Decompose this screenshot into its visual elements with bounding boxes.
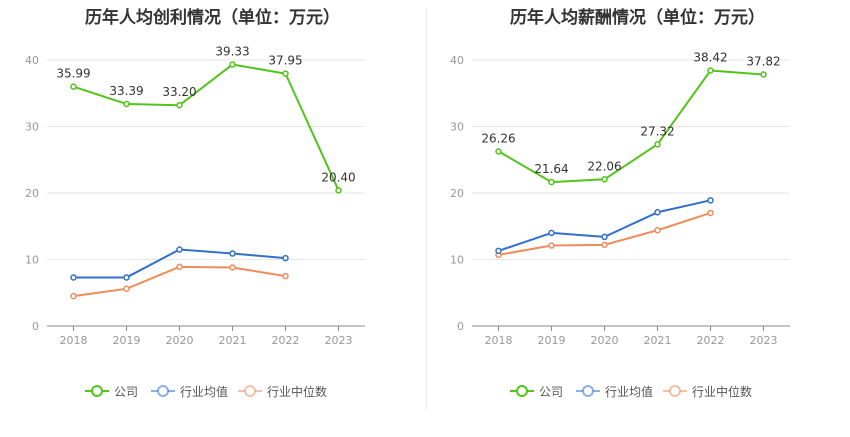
legend-line-circle-icon [576,385,600,397]
x-tick-label: 2020 [166,334,194,347]
series-line-industry-avg [73,248,286,279]
data-label: 27.32 [640,124,674,138]
x-tick-label: 2021 [644,334,672,347]
chart-legend: 公司 行业均值 行业中位数 [425,381,850,401]
chart-title: 历年人均创利情况（单位：万元） [85,8,340,28]
data-label: 35.99 [56,67,90,81]
legend-item-industry-median[interactable]: 行业中位数 [663,381,752,401]
data-point-industry-avg[interactable] [176,246,183,253]
legend-label: 行业中位数 [267,384,328,399]
legend-label: 行业中位数 [692,384,753,399]
x-tick-label: 2019 [113,334,141,347]
profit-per-capita-panel: 历年人均创利情况（单位：万元） 0 10 20 30 40 2018 2019 2020 202… [0,8,425,401]
data-point-industry-avg[interactable] [707,197,714,204]
data-point-company[interactable] [760,71,767,78]
legend-item-company[interactable]: 公司 [510,381,563,401]
y-tick-label: 10 [450,254,464,267]
data-point-industry-median[interactable] [176,263,183,271]
chart-title: 历年人均薪酬情况（单位：万元） [510,8,765,28]
salary-chart-plot: 0 10 20 30 40 2018 2019 2020 2021 2022 2023 26.26 21… [450,51,790,347]
legend-line-circle-icon [510,385,534,397]
data-point-company[interactable] [707,67,714,74]
profit-chart-plot: 0 10 20 30 40 2018 2019 2020 2021 2022 2023 35.99 33… [25,44,365,347]
data-label: 20.40 [321,170,355,184]
legend-line-circle-icon [663,385,687,397]
data-label: 39.33 [215,44,249,58]
legend-line-circle-icon [85,385,109,397]
data-label: 26.26 [481,131,515,145]
legend-label: 行业均值 [180,384,229,399]
data-point-industry-avg[interactable] [548,229,555,237]
data-label: 33.20 [162,85,196,99]
y-tick-label: 30 [450,121,464,134]
chart-legend: 公司 行业均值 行业中位数 [0,381,425,401]
data-point-industry-avg[interactable] [495,247,502,255]
legend-line-circle-icon [238,385,262,397]
data-point-company[interactable] [335,187,342,194]
data-point-company[interactable] [601,176,608,183]
x-tick-label: 2020 [591,334,619,347]
data-point-industry-avg[interactable] [123,274,130,281]
data-point-industry-avg[interactable] [70,274,77,281]
x-tick-label: 2022 [272,334,300,347]
series-line-company [73,63,340,191]
y-tick-label: 40 [450,54,464,67]
x-tick-label: 2021 [219,334,247,347]
salary-per-capita-panel: 历年人均薪酬情况（单位：万元） 0 10 20 30 40 2018 2019 2020 202… [425,0,850,437]
data-point-industry-median[interactable] [123,285,130,293]
data-point-industry-median[interactable] [282,272,289,280]
data-point-company[interactable] [176,101,183,109]
series-line-industry-median [73,265,286,298]
data-point-company[interactable] [654,141,661,148]
x-tick-label: 2019 [538,334,566,347]
data-point-industry-median[interactable] [654,226,661,234]
data-point-industry-median[interactable] [70,292,77,300]
legend-item-industry-avg[interactable]: 行业均值 [151,381,228,401]
data-point-industry-avg[interactable] [601,233,608,241]
data-point-company[interactable] [70,83,77,90]
x-tick-label: 2022 [697,334,725,347]
y-tick-label: 0 [457,320,464,333]
y-tick-label: 10 [25,254,39,267]
series-line-company [497,69,764,184]
legend-label: 公司 [114,384,139,399]
data-label: 38.42 [693,51,727,65]
legend-line-circle-icon [151,385,175,397]
legend-label: 行业均值 [605,384,654,399]
panel-divider [426,10,427,410]
data-point-industry-median[interactable] [601,241,608,249]
data-point-industry-avg[interactable] [654,209,661,216]
data-point-industry-avg[interactable] [229,250,236,257]
y-tick-label: 20 [450,187,464,200]
data-point-company[interactable] [123,100,130,108]
x-tick-label: 2023 [325,334,353,347]
data-point-company[interactable] [229,61,236,68]
data-point-industry-avg[interactable] [282,254,289,262]
legend-item-industry-median[interactable]: 行业中位数 [238,381,327,401]
data-point-company[interactable] [548,178,555,186]
x-tick-label: 2018 [60,334,88,347]
data-point-industry-median[interactable] [707,209,714,217]
legend-label: 公司 [539,384,564,399]
data-label: 37.82 [746,54,780,68]
y-tick-label: 20 [25,187,39,200]
x-tick-label: 2018 [485,334,513,347]
legend-item-company[interactable]: 公司 [85,381,138,401]
y-tick-label: 0 [32,320,39,333]
y-tick-label: 40 [25,54,39,67]
legend-item-industry-avg[interactable]: 行业均值 [576,381,653,401]
data-point-company[interactable] [495,148,502,155]
data-label: 33.39 [109,84,143,98]
data-label: 22.06 [587,159,621,173]
data-point-industry-median[interactable] [229,264,236,271]
x-tick-label: 2023 [750,334,778,347]
data-label: 37.95 [268,54,302,68]
data-point-company[interactable] [282,70,289,77]
data-point-industry-median[interactable] [548,242,555,249]
data-label: 21.64 [534,162,568,176]
y-tick-label: 30 [25,121,39,134]
